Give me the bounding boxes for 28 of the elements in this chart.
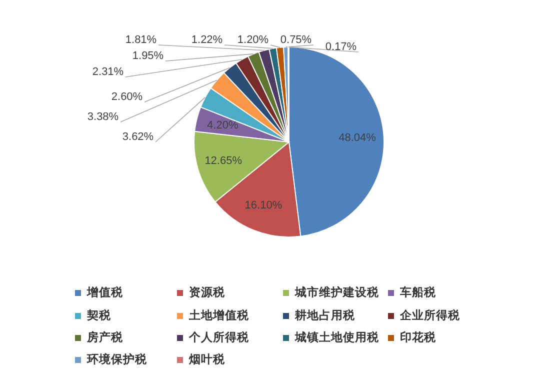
legend-label: 城镇土地使用税 xyxy=(294,330,380,344)
legend-label: 烟叶税 xyxy=(188,352,226,366)
legend-label: 企业所得税 xyxy=(399,308,461,322)
legend-label: 契税 xyxy=(86,308,112,322)
data-label: 48.04% xyxy=(338,132,376,144)
legend-label: 增值税 xyxy=(86,285,124,299)
data-label: 3.62% xyxy=(122,131,154,143)
legend-label: 环境保护税 xyxy=(86,352,148,366)
data-label: 1.95% xyxy=(132,50,164,62)
data-label: 1.81% xyxy=(125,34,157,46)
data-label: 2.31% xyxy=(92,66,124,78)
legend-label: 车船税 xyxy=(399,285,437,299)
legend-label: 个人所得税 xyxy=(188,330,250,344)
legend-label: 城市维护建设税 xyxy=(294,285,380,299)
legend-label: 耕地占用税 xyxy=(294,308,356,322)
legend-label: 资源税 xyxy=(189,285,226,299)
data-label: 0.75% xyxy=(280,34,312,46)
data-label: 1.20% xyxy=(237,34,269,46)
data-label: 2.60% xyxy=(111,91,143,103)
data-label: 4.20% xyxy=(207,119,238,132)
data-label: 3.38% xyxy=(87,111,119,123)
data-label: 1.22% xyxy=(191,34,223,46)
legend-label: 房产税 xyxy=(86,330,124,344)
data-label: 12.65% xyxy=(204,155,242,168)
legend-label: 土地增值税 xyxy=(188,308,250,322)
data-label: 16.10% xyxy=(244,199,282,212)
data-label: 0.17% xyxy=(325,41,357,53)
legend-label: 印花税 xyxy=(400,330,437,344)
